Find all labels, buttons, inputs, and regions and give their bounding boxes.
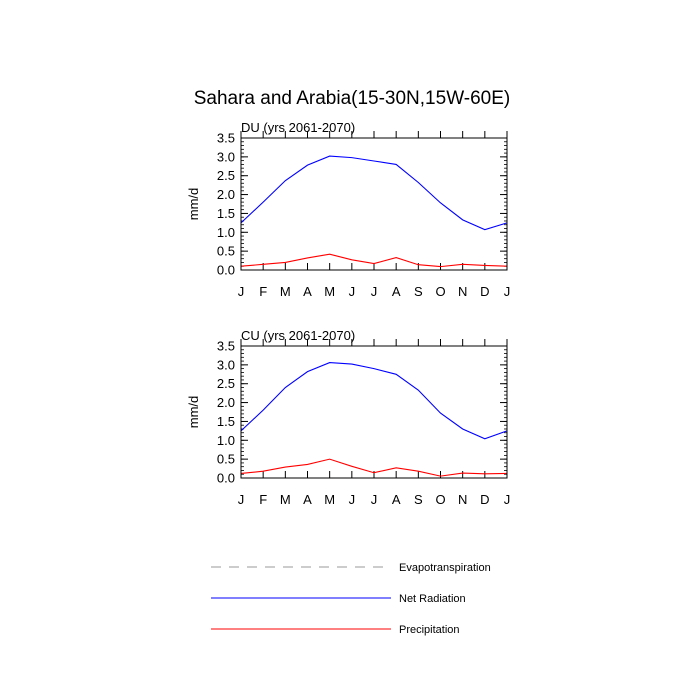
legend-label: Precipitation [399,624,460,636]
panel-title: CU (yrs 2061-2070) [241,328,355,343]
series-line-net-radiation [240,155,508,231]
legend-label: Net Radiation [399,593,466,605]
x-tick-label: M [324,284,335,299]
x-tick-label: O [435,284,445,299]
y-tick-label: 2.0 [217,395,235,410]
x-tick-label: J [238,284,245,299]
x-tick-label: J [349,492,356,507]
x-tick-label: A [303,284,312,299]
y-tick-label: 0.0 [217,263,235,278]
series-line-precipitation [240,253,508,268]
y-tick-label: 0.5 [217,244,235,259]
x-tick-label: M [280,284,291,299]
y-tick-label: 1.5 [217,414,235,429]
x-tick-label: A [392,284,401,299]
plot-frame [240,137,508,271]
chart-panel-1: DU (yrs 2061-2070) mm/d 0.0 0.5 1.0 1.5 2.0 2.5… [186,120,510,299]
y-axis-label: mm/d [186,396,201,429]
x-tick-label: F [259,284,267,299]
x-tick-label: A [303,492,312,507]
x-tick-label: J [371,492,378,507]
series-line-precipitation [240,458,508,477]
figure-title: Sahara and Arabia(15-30N,15W-60E) [194,88,511,109]
legend-label: Evapotranspiration [399,562,491,574]
y-tick-label: 0.5 [217,452,235,467]
x-tick-label: O [435,492,445,507]
y-tick-label: 2.5 [217,168,235,183]
x-tick-label: D [480,284,489,299]
y-tick-label: 2.0 [217,187,235,202]
x-tick-label: D [480,492,489,507]
x-tick-label: F [259,492,267,507]
y-tick-label: 0.0 [217,471,235,486]
y-tick-label: 1.0 [217,433,235,448]
x-tick-label: M [280,492,291,507]
x-tick-label: S [414,284,423,299]
x-tick-label: J [504,492,511,507]
x-tick-label: N [458,492,467,507]
y-tick-label: 3.5 [217,339,235,354]
y-tick-label: 1.5 [217,206,235,221]
y-tick-label: 3.5 [217,131,235,146]
chart-panel-2: CU (yrs 2061-2070) mm/d 0.0 0.5 1.0 1.5 2.0 2.5… [186,328,510,507]
y-tick-label: 3.0 [217,357,235,372]
x-tick-label: J [238,492,245,507]
x-tick-label: A [392,492,401,507]
chart-panels: DU (yrs 2061-2070) mm/d 0.0 0.5 1.0 1.5 2.0 2.5… [186,120,510,507]
panel-title: DU (yrs 2061-2070) [241,120,355,135]
y-tick-label: 1.0 [217,225,235,240]
x-tick-label: J [349,284,356,299]
y-tick-label: 3.0 [217,149,235,164]
x-tick-label: J [504,284,511,299]
x-tick-label: J [371,284,378,299]
y-axis-label: mm/d [186,188,201,221]
plot-frame [240,345,508,479]
x-tick-label: M [324,492,335,507]
x-tick-label: N [458,284,467,299]
chart-legend: Evapotranspiration Net Radiation Precipita… [211,562,491,636]
series-line-net-radiation [240,362,508,440]
x-tick-label: S [414,492,423,507]
y-tick-label: 2.5 [217,376,235,391]
